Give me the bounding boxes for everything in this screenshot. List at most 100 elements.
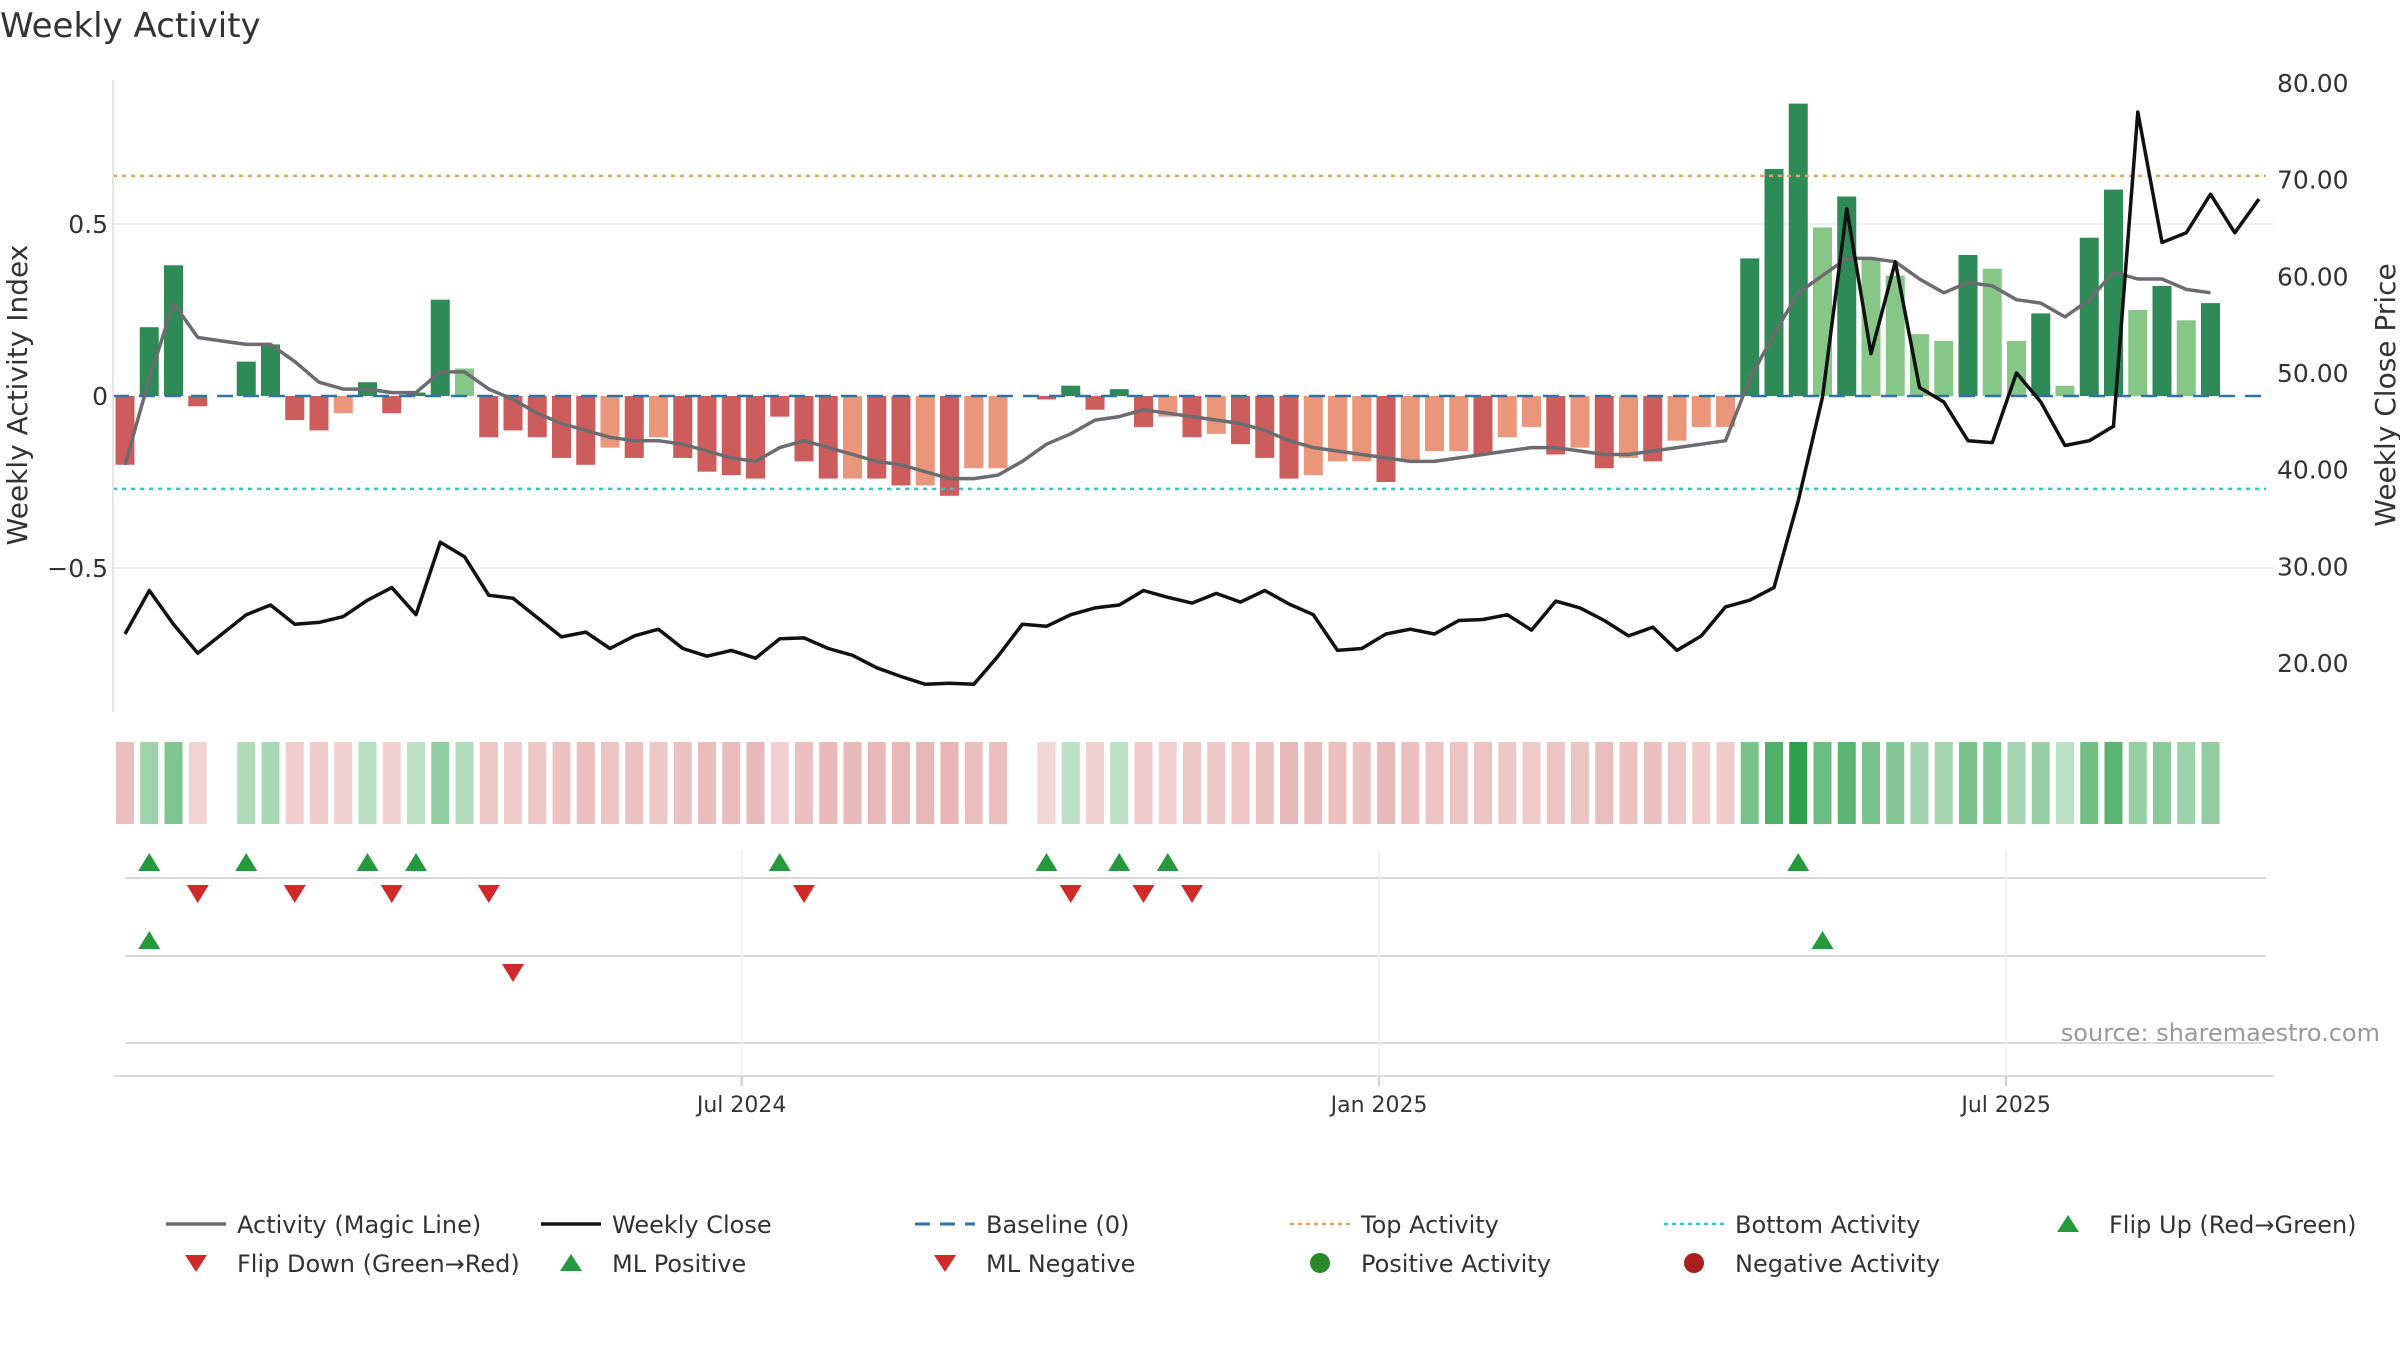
strip-cell [2080,742,2099,824]
activity-bar [115,396,135,465]
strip-cell [1910,742,1929,824]
chart-title: Weekly Activity [0,6,261,46]
strip-cell [1231,742,1250,824]
activity-bar [697,396,717,472]
activity-bar [1934,340,1954,396]
strip-cell [1692,742,1711,824]
strip-cell [1037,742,1056,824]
strip-cell [1086,742,1104,824]
legend-item: ML Negative [934,1250,1135,1278]
strip-cell [1134,742,1153,824]
flip-up-marker [138,853,161,871]
strip-cell [2128,742,2147,824]
strip-cell [2153,742,2171,824]
right-tick-label: 80.00 [2277,69,2349,98]
strip-cell [552,742,571,824]
activity-bar [721,396,741,476]
strip-cell [455,742,474,824]
left-tick-label: 0.5 [68,210,108,239]
strip-cell [2007,742,2026,824]
activity-bar [1716,396,1735,427]
strip-cell [1255,742,1274,824]
activity-bar [915,396,935,486]
activity-bar [1740,258,1760,396]
activity-bar [1885,275,1905,396]
activity-bar [552,396,571,458]
activity-bar [1497,396,1517,438]
strip-cell [892,742,910,824]
legend-label: Bottom Activity [1735,1211,1920,1239]
right-tick-label: 70.00 [2277,166,2349,195]
strip-cell [1571,742,1589,824]
flip-up-marker [356,853,379,871]
strip-cell [1959,742,1977,824]
activity-bar [940,396,959,496]
activity-bar [1570,396,1590,448]
legend-item: Top Activity [1290,1211,1499,1239]
activity-bar [794,396,814,462]
strip-cell [989,742,1007,824]
strip-cell [1158,742,1177,824]
activity-bar [770,396,790,417]
legend-triangle-up-icon [2057,1215,2079,1232]
left-tick-label: 0 [92,382,108,411]
activity-bar [1813,227,1832,396]
strip-cell [1498,742,1517,824]
legend-item: Activity (Magic Line) [166,1211,481,1239]
strip-cell [164,742,183,824]
activity-bar [818,396,838,479]
legend-dot-icon [1310,1253,1330,1273]
activity-bar [1376,396,1396,482]
x-tick-label: Jul 2024 [695,1093,787,1118]
strip-cell [2056,742,2074,824]
left-tick-label: −0.5 [47,554,108,583]
activity-bar [1958,254,1978,396]
activity-bar [333,396,353,414]
activity-bar [1522,396,1541,427]
legend-label: ML Negative [986,1250,1135,1278]
strip-cell [1352,742,1371,824]
activity-bar [1837,196,1857,396]
strip-cell [1474,742,1492,824]
strip-cell [916,742,935,824]
flip-down-marker [186,885,209,903]
activity-bar [164,265,183,396]
activity-bar [1255,396,1275,458]
strip-cell [964,742,983,824]
ml-positive-marker [138,931,161,949]
legend-label: Baseline (0) [986,1211,1129,1239]
strip-cell [310,742,328,824]
activity-bar [1085,396,1105,410]
strip-cell [576,742,595,824]
activity-bar [188,396,208,407]
legend: Activity (Magic Line) Weekly Close Baselin… [166,1211,2357,1278]
legend-label: Top Activity [1360,1211,1499,1239]
activity-bar [1352,396,1372,462]
legend-label: Flip Up (Red→Green) [2109,1211,2357,1239]
left-axis-ticks: 0.5 0 −0.5 [47,210,108,583]
activity-bar [673,396,693,458]
activity-bar [1691,396,1711,427]
legend-label: Positive Activity [1361,1250,1551,1278]
strip-cell [2104,742,2123,824]
strip-cell [1449,742,1468,824]
strip-cell [1377,742,1395,824]
activity-bar [285,396,305,421]
strip-cell [1668,742,1686,824]
strip-cell [746,742,765,824]
activity-bar [527,396,547,438]
x-tick-label: Jul 2025 [1959,1093,2051,1118]
activity-bar [1037,396,1056,400]
strip-cell [1886,742,1905,824]
activity-bar [1594,396,1614,469]
activity-bar [746,396,765,479]
strip-cell [1789,742,1808,824]
strip-cell [1934,742,1953,824]
activity-bar [2152,285,2172,396]
activity-bar [2079,237,2099,396]
strip-cell [116,742,134,824]
strip-cell [285,742,304,824]
activity-bar [382,396,402,414]
strip-cell [237,742,256,824]
